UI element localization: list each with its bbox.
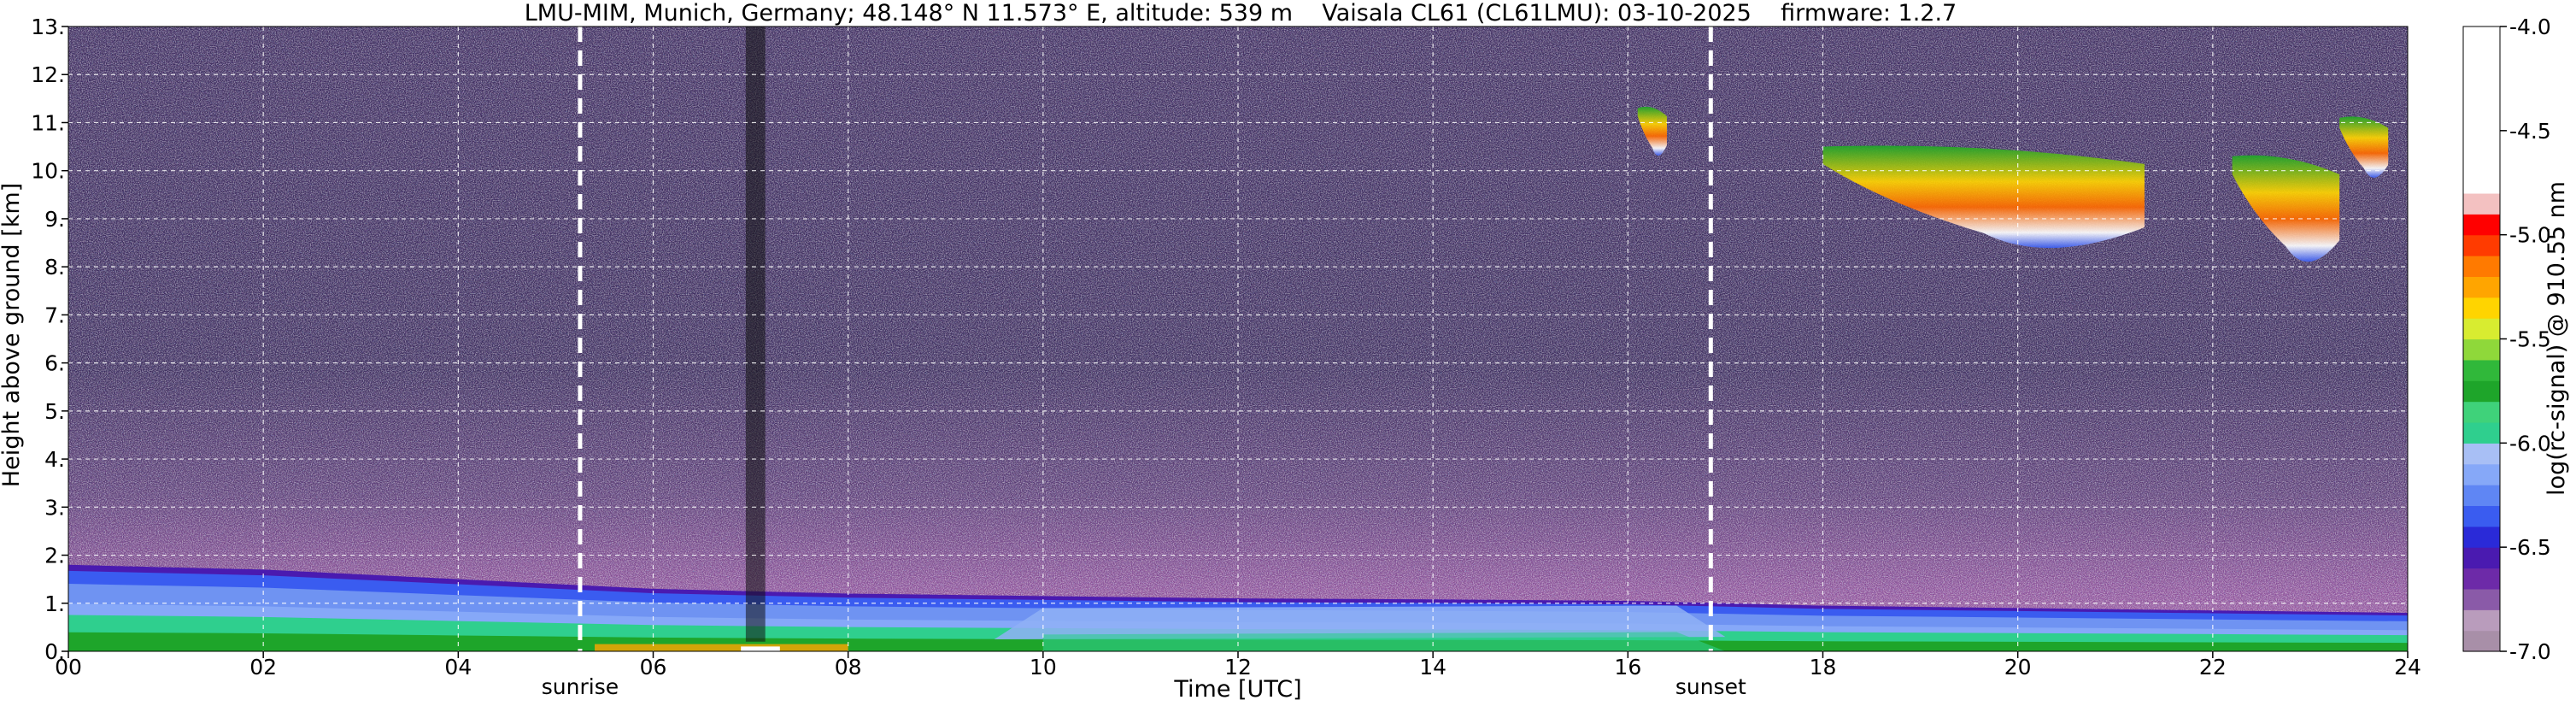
colorbar-segment [2463,443,2500,465]
sun-event-labels: sunrise sunset [542,674,1746,699]
surface-layer-strip [595,644,848,651]
colorbar-segment [2463,256,2500,277]
y-tick-label: 1. [44,591,65,616]
pbl-convective-green [1042,632,1726,651]
colorbar-segment [2463,547,2500,569]
colorbar-ticks: -4.0 -4.5 -5.0 -5.5 -6.0 -6.5 -7.0 [2500,15,2551,664]
x-tick-label: 24 [2394,655,2421,680]
colorbar-tick-label: -5.5 [2509,327,2551,352]
colorbar-tick-label: -6.5 [2509,535,2551,560]
sunrise-label: sunrise [542,674,619,699]
chart-title: LMU-MIM, Munich, Germany; 48.148° N 11.5… [525,0,1957,26]
y-tick-label: 3. [44,495,65,520]
y-axis-ticks: 0. 1. 2. 3. 4. 5. 6. 7. 8. 9. 10. 11. 12. 13. [31,15,68,664]
colorbar-segment [2463,276,2500,298]
cirrus-cloud [2339,116,2389,178]
colorbar-tick-label: -6.0 [2509,431,2551,456]
x-tick-label: 08 [835,655,862,680]
x-tick-label: 14 [1419,655,1446,680]
colorbar-title: log(rc-signal) @ 910.55 nm [2544,181,2570,496]
y-tick-label: 6. [44,351,65,376]
y-tick-label: 0. [44,639,65,664]
colorbar-segment [2463,505,2500,527]
signal-dropout-streak [745,26,766,642]
colorbar-tick-label: -7.0 [2509,639,2551,664]
y-tick-label: 2. [44,544,65,568]
sun-event-lines [578,26,1713,651]
grid-lines [68,26,2408,651]
colorbar-segment [2463,47,2500,69]
y-tick-label: 8. [44,255,65,279]
x-tick-label: 20 [2004,655,2032,680]
y-tick-label: 11. [31,110,65,135]
x-tick-label: 16 [1614,655,1641,680]
cirrus-clouds [1637,106,2389,262]
colorbar-segment [2463,485,2500,507]
colorbar-segment [2463,89,2500,111]
colorbar-segment [2463,109,2500,132]
cirrus-cloud [1822,145,2145,249]
y-tick-label: 5. [44,399,65,424]
colorbar-tick-label: -5.0 [2509,223,2551,248]
colorbar-segment [2463,630,2500,652]
y-tick-label: 13. [31,15,65,39]
colorbar-segment [2463,609,2500,632]
colorbar-segment [2463,526,2500,548]
colorbar [2462,26,2501,652]
cirrus-cloud [2232,155,2340,262]
colorbar-segment [2463,568,2500,590]
colorbar-segment [2463,359,2500,381]
x-tick-label: 12 [1224,655,1252,680]
colorbar-segment [2463,234,2500,256]
surface-bright-spot [741,646,780,651]
colorbar-segment [2463,26,2500,48]
colorbar-segment [2463,68,2500,90]
pbl-convective-band [994,605,1726,639]
y-tick-label: 9. [44,207,65,232]
y-tick-label: 7. [44,303,65,327]
x-tick-label: 04 [444,655,472,680]
colorbar-segment [2463,214,2500,236]
colorbar-segment [2463,588,2500,610]
cirrus-cloud [1637,106,1667,156]
x-tick-label: 10 [1030,655,1057,680]
colorbar-segment [2463,172,2500,194]
colorbar-segment [2463,338,2500,361]
y-tick-label: 10. [31,159,65,184]
colorbar-segment [2463,401,2500,423]
x-tick-label: 02 [249,655,277,680]
colorbar-segment [2463,421,2500,444]
colorbar-segment [2463,380,2500,403]
colorbar-segment [2463,463,2500,485]
colorbar-segment [2463,297,2500,319]
colorbar-segment [2463,151,2500,174]
x-tick-label: 18 [1810,655,1837,680]
colorbar-segment [2463,130,2500,152]
x-axis-title: Time [UTC] [1173,676,1301,703]
x-tick-label: 00 [55,655,82,680]
x-axis-ticks: 00 02 04 06 08 10 12 14 16 18 20 22 24 [55,651,2421,680]
y-tick-label: 4. [44,447,65,472]
colorbar-tick-label: -4.5 [2509,119,2551,144]
y-axis-title: Height above ground [km] [0,183,25,487]
colorbar-segment [2463,318,2500,340]
sunset-label: sunset [1675,674,1746,699]
colorbar-tick-label: -4.0 [2509,15,2551,39]
y-tick-label: 12. [31,62,65,87]
colorbar-segment [2463,192,2500,215]
x-tick-label: 06 [640,655,667,680]
x-tick-label: 22 [2199,655,2227,680]
